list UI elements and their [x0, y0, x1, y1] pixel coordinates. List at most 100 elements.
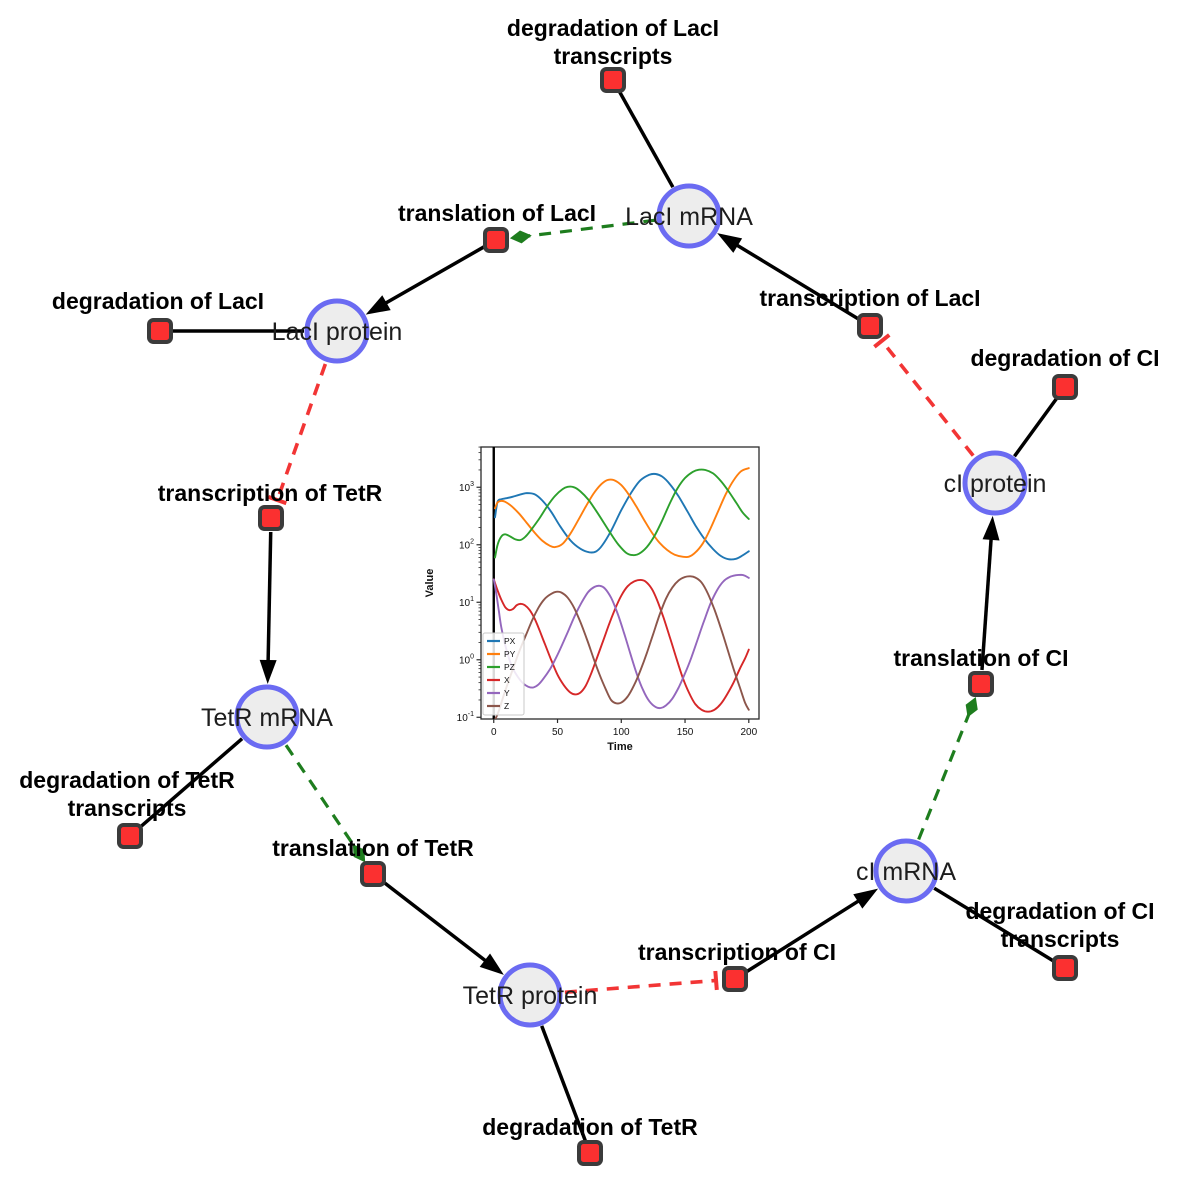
edge-production-transl-laci-laci-protein — [365, 245, 485, 315]
species-node-ci-protein[interactable] — [962, 450, 1028, 516]
diamond-arrowhead-icon — [965, 696, 978, 718]
reaction-node-transl-laci[interactable] — [483, 227, 509, 253]
series-curve-z — [494, 575, 750, 719]
x-tick-label: 50 — [552, 727, 564, 738]
species-node-laci-protein[interactable] — [304, 298, 370, 364]
reaction-label-deg-laci: degradation of LacI — [52, 288, 264, 314]
labels-layer: degradation of LacI transcripts translatio… — [19, 15, 1159, 1140]
species-label-laci-protein: LacI protein — [272, 318, 403, 346]
reaction-node-transl-tetr[interactable] — [360, 861, 386, 887]
edge-production-tx-ci-ci-mrna — [745, 888, 879, 974]
edges-layer — [138, 90, 1059, 1142]
reaction-node-deg-tetr[interactable] — [577, 1140, 603, 1166]
reaction-label-deg-tetr-tx: degradation of TetR — [19, 767, 235, 793]
legend-label-pz: PZ — [504, 662, 515, 672]
species-node-tetr-mrna[interactable] — [234, 684, 300, 750]
edge-production-transl-ci-ci-protein — [980, 515, 1000, 671]
y-tick-label: 100 — [459, 653, 474, 666]
y-tick-label: 103 — [459, 481, 474, 494]
edge-modifier-laci-mrna-transl-laci — [509, 218, 656, 244]
arrowhead-icon — [717, 233, 743, 253]
edge-modifier-tetr-mrna-transl-tetr — [284, 744, 366, 863]
edge-line[interactable] — [138, 737, 244, 829]
reaction-label-deg-tetr-tx: transcripts — [68, 795, 187, 821]
series-curve-py — [494, 467, 750, 559]
reaction-label-deg-ci: degradation of CI — [970, 345, 1159, 371]
edge-plain-ci-protein-deg-ci — [1013, 396, 1059, 458]
edge-line[interactable] — [379, 245, 485, 308]
edge-line[interactable] — [564, 978, 717, 995]
nodes-layer — [117, 67, 1078, 1166]
edge-plain-tetr-mrna-deg-tetr-tx — [138, 737, 244, 829]
species-node-ci-mrna[interactable] — [873, 838, 939, 904]
edge-line[interactable] — [933, 886, 1055, 963]
timeseries-inset-chart: 0 50 100 150 200 10-1 100 101 102 103 Time Value PX P… — [410, 425, 790, 770]
y-axis-label: Value — [424, 569, 436, 598]
legend-label-x: X — [504, 675, 510, 685]
reaction-node-deg-tetr-tx[interactable] — [117, 823, 143, 849]
edge-line[interactable] — [730, 240, 859, 321]
edge-line[interactable] — [1013, 396, 1059, 458]
reaction-label-tx-tetr: transcription of TetR — [158, 480, 383, 506]
legend-label-py: PY — [504, 649, 516, 659]
reaction-label-transl-ci: translation of CI — [893, 645, 1068, 671]
edge-line[interactable] — [383, 881, 492, 966]
reaction-node-tx-tetr[interactable] — [258, 505, 284, 531]
inhibition-tee-icon — [713, 970, 719, 991]
species-node-laci-mrna[interactable] — [656, 183, 722, 249]
edge-production-tx-laci-laci-mrna — [717, 233, 859, 321]
y-tick-label: 101 — [459, 596, 474, 609]
edge-modifier-ci-mrna-transl-ci — [917, 696, 978, 841]
reaction-node-transl-ci[interactable] — [968, 671, 994, 697]
legend-label-y: Y — [504, 688, 510, 698]
diamond-arrowhead-icon — [509, 230, 532, 244]
reaction-node-deg-ci-tx[interactable] — [1052, 955, 1078, 981]
species-label-tetr-protein: TetR protein — [463, 982, 598, 1010]
axis-ticks: 0 50 100 150 200 10-1 100 101 102 103 — [457, 446, 758, 738]
x-tick-label: 0 — [491, 727, 497, 738]
edge-inhibition-ci-protein-tx-laci — [873, 333, 975, 457]
reaction-node-deg-ci[interactable] — [1052, 374, 1078, 400]
edge-line[interactable] — [917, 712, 971, 841]
arrowhead-icon — [259, 659, 277, 685]
species-node-tetr-protein[interactable] — [497, 962, 563, 1028]
diamond-arrowhead-icon — [352, 844, 366, 863]
inhibition-tee-icon — [873, 333, 891, 349]
edge-line[interactable] — [880, 339, 975, 457]
species-label-tetr-mrna: TetR mRNA — [201, 704, 333, 732]
series-curve-x — [492, 578, 750, 713]
inhibition-tee-icon — [267, 495, 287, 506]
x-tick-label: 200 — [740, 727, 757, 738]
x-tick-label: 100 — [613, 727, 630, 738]
edge-line[interactable] — [266, 531, 273, 668]
y-tick-label: 10-1 — [457, 711, 474, 724]
species-label-laci-mrna: LacI mRNA — [625, 203, 753, 231]
arrowhead-icon — [479, 953, 504, 975]
reaction-node-tx-laci[interactable] — [857, 313, 883, 339]
legend-label-z: Z — [504, 701, 509, 711]
reaction-label-deg-ci-tx: transcripts — [1001, 926, 1120, 952]
edge-line[interactable] — [275, 363, 328, 501]
arrowhead-icon — [853, 888, 879, 909]
edge-plain-ci-mrna-deg-ci-tx — [933, 886, 1055, 963]
arrowhead-icon — [982, 515, 1000, 541]
edge-line[interactable] — [980, 532, 994, 671]
reaction-label-tx-ci: transcription of CI — [638, 939, 836, 965]
reaction-node-tx-ci[interactable] — [722, 966, 748, 992]
x-tick-label: 150 — [677, 727, 694, 738]
x-axis-label: Time — [607, 741, 632, 753]
edge-line[interactable] — [745, 896, 865, 974]
arrowhead-icon — [365, 295, 391, 315]
legend-label-px: PX — [504, 636, 516, 646]
edge-production-transl-tetr-tetr-protein — [383, 881, 504, 975]
edge-line[interactable] — [526, 218, 656, 238]
edge-line[interactable] — [284, 744, 357, 850]
edge-line[interactable] — [540, 1025, 588, 1142]
y-tick-label: 102 — [459, 538, 474, 551]
reaction-label-deg-tetr: degradation of TetR — [482, 1114, 698, 1140]
edge-line[interactable] — [617, 90, 675, 189]
reaction-node-deg-laci[interactable] — [147, 318, 173, 344]
reaction-node-deg-laci-tx[interactable] — [600, 67, 626, 93]
